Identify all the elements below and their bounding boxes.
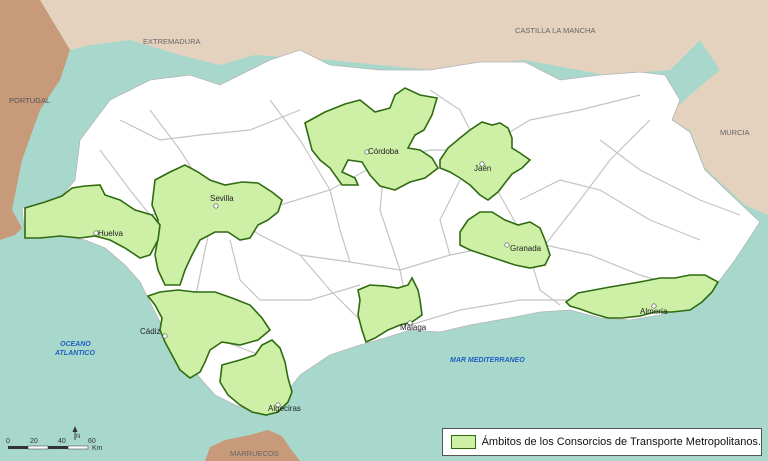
label-huelva: Huelva bbox=[98, 229, 123, 238]
portugal-land bbox=[0, 0, 70, 240]
morocco-land bbox=[205, 430, 300, 461]
label-malaga: Málaga bbox=[400, 323, 427, 332]
north-arrow-label: N bbox=[76, 434, 80, 440]
consortium-areas bbox=[24, 87, 720, 416]
label-extremadura: EXTREMADURA bbox=[143, 37, 201, 46]
label-jaen: Jaén bbox=[474, 164, 491, 173]
label-cordoba: Córdoba bbox=[368, 147, 399, 156]
label-algeciras: Algeciras bbox=[268, 404, 301, 413]
label-castilla: CASTILLA LA MANCHA bbox=[515, 26, 595, 35]
label-portugal: PORTUGAL bbox=[9, 96, 50, 105]
consortium-malaga bbox=[357, 276, 423, 344]
north-arrow-icon: N bbox=[72, 426, 80, 440]
consortium-huelva bbox=[24, 184, 161, 259]
city-dot-sevilla bbox=[213, 203, 219, 209]
label-mediterranean: MAR MEDITERRANEO bbox=[450, 357, 525, 364]
scale-tick-40: 40 bbox=[58, 438, 66, 445]
consortium-algeciras bbox=[219, 339, 293, 416]
city-dot-huelva bbox=[93, 230, 99, 236]
city-dot-jaen bbox=[479, 161, 485, 167]
consortium-sevilla bbox=[151, 164, 283, 286]
legend-label: Ámbitos de los Consorcios de Transporte … bbox=[481, 436, 761, 448]
label-granada: Granada bbox=[510, 244, 542, 253]
label-cadiz: Cádiz bbox=[140, 327, 160, 336]
legend-swatch bbox=[451, 435, 476, 449]
city-dot-algeciras bbox=[275, 402, 281, 408]
scale-tick-20: 20 bbox=[30, 438, 38, 445]
label-atlantic-1: OCEANO bbox=[60, 341, 91, 348]
neighbor-land bbox=[40, 0, 768, 215]
scale-bar: 0 20 40 60 Km bbox=[6, 438, 103, 452]
city-dot-almeria bbox=[651, 303, 657, 309]
city-dot-granada bbox=[504, 242, 510, 248]
scale-tick-60: 60 bbox=[88, 438, 96, 445]
legend: Ámbitos de los Consorcios de Transporte … bbox=[442, 428, 762, 456]
consortium-cordoba bbox=[304, 87, 440, 191]
label-almeria: Almería bbox=[640, 307, 668, 316]
city-dot-malaga bbox=[407, 320, 413, 326]
consortium-jaen bbox=[439, 121, 532, 201]
label-atlantic-2: ATLANTICO bbox=[54, 350, 95, 357]
scale-tick-0: 0 bbox=[6, 438, 10, 445]
consortium-almeria bbox=[564, 274, 720, 319]
consortium-granada bbox=[459, 211, 551, 269]
consortium-cadiz bbox=[146, 289, 272, 379]
label-sevilla: Sevilla bbox=[210, 194, 234, 203]
label-marruecos: MARRUECOS bbox=[230, 449, 279, 458]
city-dot-cordoba bbox=[364, 149, 370, 155]
city-markers bbox=[93, 149, 657, 408]
label-murcia: MURCIA bbox=[720, 128, 750, 137]
city-dot-cadiz bbox=[162, 333, 168, 339]
scale-unit: Km bbox=[92, 445, 103, 452]
